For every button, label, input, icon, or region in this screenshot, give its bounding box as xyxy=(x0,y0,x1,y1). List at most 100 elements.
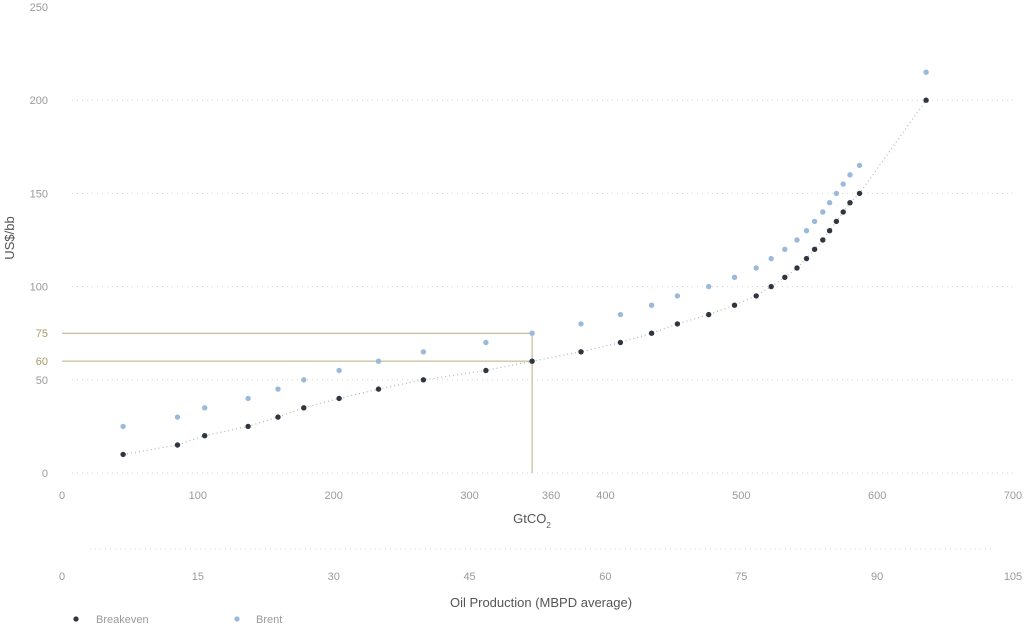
point-brent xyxy=(674,293,681,299)
y-tick-label: 75 xyxy=(36,328,48,340)
point-breakeven xyxy=(840,209,846,215)
point-brent xyxy=(820,209,826,215)
point-breakeven xyxy=(782,274,788,280)
y-tick-label: 50 xyxy=(36,375,48,387)
point-brent xyxy=(782,246,788,252)
point-brent xyxy=(648,302,655,308)
x-axis-title-subscript: 2 xyxy=(546,521,551,530)
point-brent xyxy=(856,162,863,169)
point-breakeven xyxy=(245,423,251,430)
point-breakeven xyxy=(856,190,863,197)
secondary-x-tick-label: 15 xyxy=(192,571,204,583)
point-brent xyxy=(826,200,833,206)
point-breakeven xyxy=(648,330,655,336)
y-tick-label: 100 xyxy=(30,282,48,294)
point-brent xyxy=(483,339,489,346)
y-tick-label: 60 xyxy=(36,356,48,368)
point-breakeven xyxy=(375,386,382,392)
point-brent xyxy=(336,367,342,374)
y-axis-title: US$/bb xyxy=(2,216,17,259)
point-brent xyxy=(174,414,181,420)
secondary-x-tick-label: 45 xyxy=(463,571,475,583)
point-brent xyxy=(803,228,810,234)
point-brent xyxy=(731,274,738,280)
secondary-x-tick-label: 75 xyxy=(735,571,747,583)
point-breakeven xyxy=(833,218,840,225)
point-brent xyxy=(706,283,712,290)
x-tick-label: 0 xyxy=(59,490,65,502)
legend-marker-brent xyxy=(234,616,240,622)
point-brent xyxy=(529,330,535,336)
point-breakeven xyxy=(120,451,126,458)
series-points xyxy=(120,69,929,458)
point-breakeven xyxy=(803,255,810,262)
point-brent xyxy=(375,358,382,364)
point-breakeven xyxy=(826,228,833,234)
point-breakeven xyxy=(706,311,712,318)
point-brent xyxy=(617,311,624,318)
x-tick-label: 500 xyxy=(732,490,750,502)
y-axis-ticks: 0 50 60 75 100 150 200 250 xyxy=(30,2,48,480)
point-brent xyxy=(275,386,281,392)
secondary-x-axis-ticks: 0 15 30 45 60 75 90 105 xyxy=(59,571,1022,583)
secondary-x-tick-label: 30 xyxy=(328,571,340,583)
point-brent xyxy=(120,423,126,430)
point-breakeven xyxy=(847,200,853,206)
point-brent xyxy=(811,218,818,225)
point-breakeven xyxy=(617,339,624,346)
y-tick-label: 0 xyxy=(42,468,48,480)
point-brent xyxy=(847,172,853,178)
point-breakeven xyxy=(674,321,681,327)
point-brent xyxy=(578,321,584,327)
point-breakeven xyxy=(174,442,181,448)
trend-line-path xyxy=(122,99,927,455)
y-tick-label: 150 xyxy=(30,188,48,200)
point-breakeven xyxy=(529,358,535,364)
point-breakeven xyxy=(202,433,208,439)
point-breakeven xyxy=(794,265,800,271)
gridlines xyxy=(72,99,1013,474)
point-brent xyxy=(753,265,759,271)
legend: Breakeven Brent xyxy=(73,614,282,626)
point-breakeven xyxy=(483,367,489,374)
x-tick-label: 200 xyxy=(325,490,343,502)
point-breakeven xyxy=(811,246,818,252)
point-brent xyxy=(245,395,251,402)
secondary-x-axis-title: Oil Production (MBPD average) xyxy=(450,595,632,610)
point-breakeven xyxy=(923,97,929,103)
x-tick-label: 100 xyxy=(189,490,207,502)
x-axis-ticks: 0 100 200 300 360 400 500 600 700 xyxy=(59,490,1022,502)
x-tick-label: 400 xyxy=(596,490,614,502)
secondary-x-tick-label: 105 xyxy=(1004,571,1022,583)
x-tick-label: 600 xyxy=(868,490,886,502)
point-brent xyxy=(794,237,800,243)
point-brent xyxy=(202,405,208,411)
point-breakeven xyxy=(275,414,281,420)
x-tick-label: 360 xyxy=(542,490,560,502)
secondary-x-tick-label: 90 xyxy=(871,571,883,583)
legend-item-breakeven: Breakeven xyxy=(73,614,149,626)
legend-item-brent: Brent xyxy=(234,614,282,626)
point-breakeven xyxy=(301,405,307,411)
legend-label-breakeven: Breakeven xyxy=(96,614,149,626)
y-tick-label: 200 xyxy=(30,95,48,107)
point-brent xyxy=(923,69,929,75)
legend-marker-breakeven xyxy=(73,616,79,622)
trend-line xyxy=(122,99,927,455)
legend-label-brent: Brent xyxy=(256,614,282,626)
x-axis-title: GtCO2 xyxy=(513,511,551,530)
point-brent xyxy=(768,255,774,262)
x-tick-label: 700 xyxy=(1004,490,1022,502)
secondary-x-tick-label: 0 xyxy=(59,571,65,583)
point-breakeven xyxy=(753,293,759,299)
point-brent xyxy=(833,190,840,197)
point-brent xyxy=(840,181,846,187)
point-brent xyxy=(420,349,427,355)
reference-lines xyxy=(62,332,533,473)
point-breakeven xyxy=(768,283,774,290)
point-breakeven xyxy=(336,395,342,402)
point-brent xyxy=(301,377,307,383)
point-breakeven xyxy=(578,349,584,355)
point-breakeven xyxy=(820,237,826,243)
